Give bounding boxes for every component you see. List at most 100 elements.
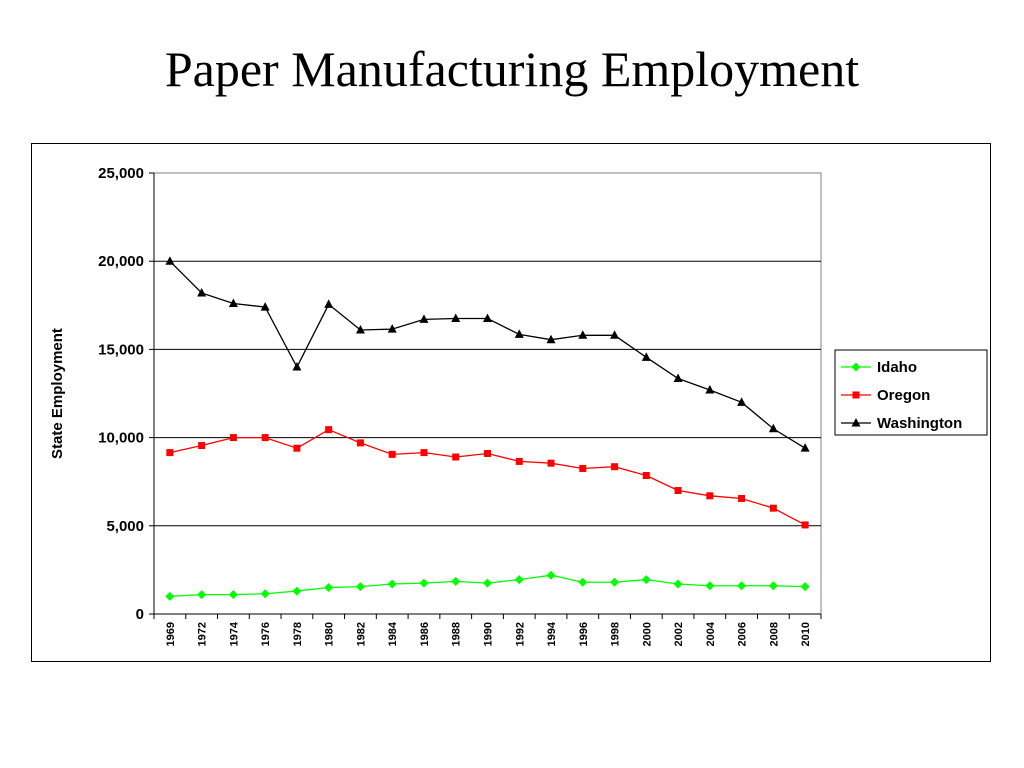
data-point [197, 590, 207, 600]
data-point [261, 434, 269, 442]
data-point [260, 589, 270, 599]
data-point [293, 444, 301, 452]
data-point [514, 329, 524, 338]
data-point [768, 423, 778, 433]
data-point [198, 442, 206, 450]
x-tick-label: 1988 [451, 622, 463, 646]
x-tick-label: 1984 [387, 621, 399, 646]
data-point [579, 464, 587, 472]
data-point [325, 426, 333, 434]
data-point [546, 570, 556, 580]
data-point [355, 324, 365, 334]
x-tick-label: 2002 [673, 622, 685, 646]
data-point [641, 575, 651, 585]
x-tick-label: 1992 [514, 622, 526, 646]
x-tick-label: 1980 [324, 622, 336, 646]
data-point [737, 397, 747, 406]
data-point [673, 579, 683, 589]
data-point [419, 578, 429, 588]
y-tick-label: 20,000 [98, 253, 144, 270]
x-tick-label: 2000 [641, 622, 653, 646]
data-point [483, 578, 492, 588]
x-tick-label: 1996 [578, 622, 590, 646]
slide-title: Paper Manufacturing Employment [164, 41, 860, 97]
legend [834, 349, 988, 436]
y-tick-label: 10,000 [98, 430, 144, 447]
plot-area [153, 172, 822, 615]
x-tick-label: 1969 [165, 622, 177, 646]
data-point [451, 313, 461, 323]
data-point [800, 443, 810, 452]
data-point [801, 521, 809, 529]
y-tick-label: 15,000 [98, 341, 144, 358]
data-point [324, 299, 334, 308]
chart-frame: 0 5,000 10,000 15,000 20,000 25,000 1969 1972 19… [31, 143, 991, 662]
series-line-oregon [169, 428, 806, 526]
x-tick-label: 2004 [705, 621, 717, 646]
y-axis-title: State Employment [49, 328, 66, 459]
legend-label: Washington [877, 415, 962, 432]
data-point [228, 298, 238, 308]
legend-marker [851, 362, 861, 372]
data-point [800, 582, 810, 592]
data-point [641, 352, 651, 361]
legend-marker [851, 418, 861, 427]
data-point [737, 581, 747, 591]
legend-label: Oregon [877, 387, 930, 404]
data-point [324, 583, 334, 593]
data-point [674, 487, 682, 495]
data-point [388, 450, 396, 458]
data-point [578, 330, 588, 339]
data-point [355, 582, 365, 592]
data-point [420, 449, 428, 457]
y-tick-label: 25,000 [98, 165, 144, 182]
x-tick-label: 1972 [197, 622, 209, 646]
data-point [515, 457, 523, 465]
x-tick-label: 1976 [260, 622, 272, 646]
data-point [484, 449, 491, 457]
x-tick-label: 1998 [610, 622, 622, 646]
data-point [642, 472, 650, 480]
x-tick-label: 1994 [546, 621, 558, 646]
data-point [229, 434, 237, 442]
data-point [166, 449, 174, 457]
x-tick-label: 1982 [355, 622, 367, 646]
data-point [483, 313, 492, 323]
data-point [292, 362, 302, 371]
data-point [228, 590, 238, 600]
x-tick-label: 2006 [737, 622, 749, 646]
data-point [165, 591, 175, 601]
x-tick-label: 2008 [768, 622, 780, 646]
data-point [451, 576, 461, 586]
data-point [514, 575, 524, 585]
legend-marker [852, 391, 860, 399]
x-tick-label: 1978 [292, 622, 304, 646]
data-point [387, 324, 397, 333]
data-point [419, 314, 429, 323]
data-point [610, 330, 620, 339]
data-point [165, 256, 175, 265]
legend-label: Idaho [877, 359, 917, 376]
data-point [610, 577, 620, 587]
data-point [546, 334, 556, 344]
data-point [705, 581, 715, 591]
data-point [769, 504, 777, 512]
data-point [768, 581, 778, 591]
series-line-washington [169, 260, 806, 449]
x-tick-label: 1990 [483, 622, 495, 646]
data-point [738, 494, 746, 502]
data-point [452, 453, 460, 461]
x-tick-label: 1986 [419, 622, 431, 646]
x-tick-label: 1974 [228, 621, 240, 646]
x-tick-label: 2010 [800, 622, 812, 646]
y-tick-label: 0 [136, 606, 144, 623]
line-chart: 0 5,000 10,000 15,000 20,000 25,000 1969 1972 19… [49, 165, 988, 646]
data-point [673, 373, 683, 383]
y-tick-label: 5,000 [106, 518, 144, 535]
data-point [197, 287, 207, 297]
data-point [547, 459, 555, 467]
data-point [706, 492, 714, 500]
data-point [578, 577, 588, 587]
data-point [260, 302, 270, 311]
data-point [356, 439, 364, 447]
